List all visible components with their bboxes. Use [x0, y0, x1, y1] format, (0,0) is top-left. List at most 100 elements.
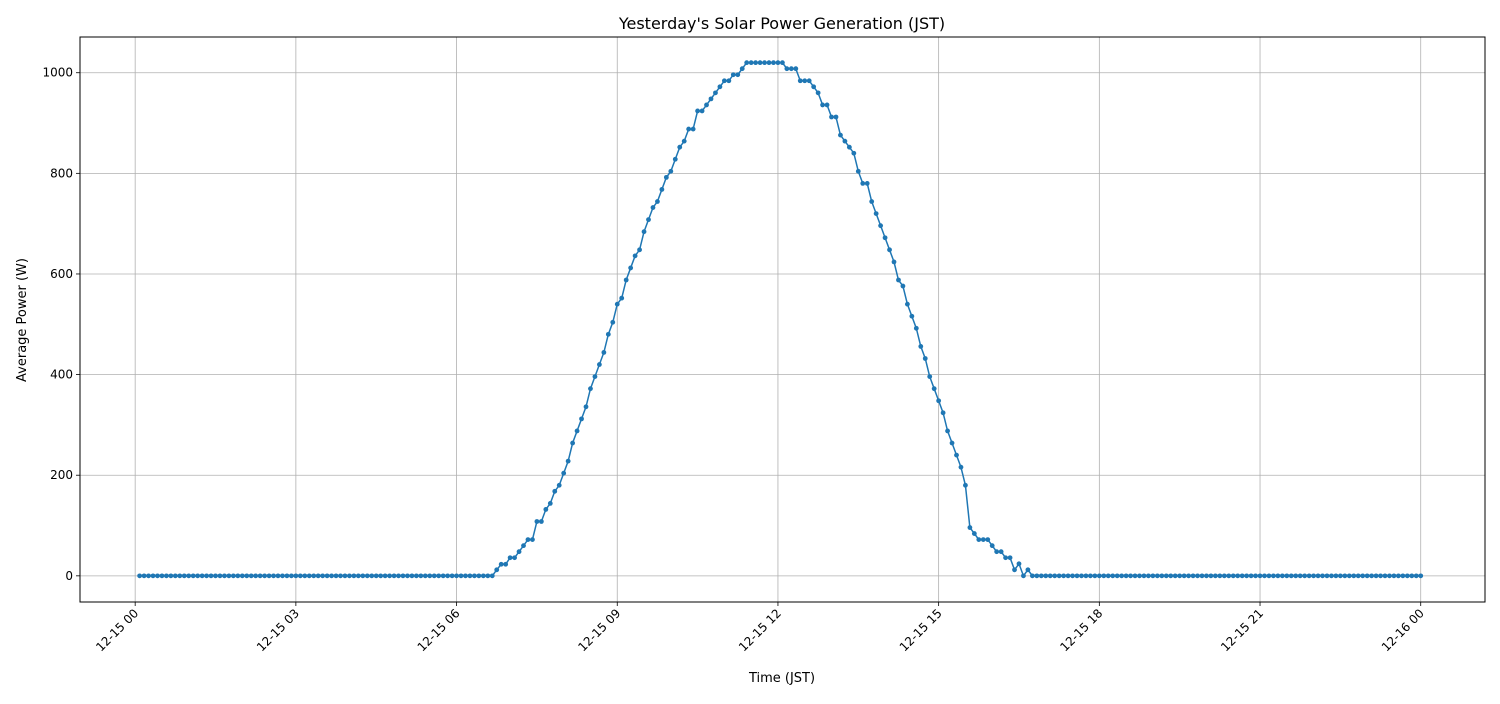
data-point — [771, 60, 776, 66]
data-point — [516, 549, 522, 555]
data-point — [440, 573, 446, 579]
data-point — [262, 573, 268, 579]
data-point — [1056, 573, 1062, 579]
data-point — [713, 90, 718, 96]
data-point — [507, 555, 513, 561]
data-point — [686, 126, 692, 132]
data-point — [1387, 573, 1392, 579]
data-point — [601, 350, 607, 355]
data-point — [838, 132, 843, 138]
data-point — [744, 60, 750, 66]
data-point — [855, 168, 861, 174]
data-point — [1016, 561, 1022, 567]
data-point — [1302, 573, 1308, 579]
data-point — [396, 573, 401, 579]
data-point — [945, 428, 950, 434]
data-point — [342, 573, 348, 579]
data-point — [864, 181, 870, 186]
data-point — [788, 66, 794, 72]
data-point — [168, 573, 174, 579]
data-point — [405, 573, 410, 579]
data-point — [1342, 573, 1348, 579]
data-point — [454, 573, 459, 579]
data-point — [860, 181, 866, 186]
y-tick-label: 800 — [50, 166, 73, 180]
data-point — [596, 362, 602, 367]
data-point — [1320, 573, 1325, 579]
data-point — [896, 277, 901, 283]
data-point — [628, 265, 634, 271]
data-point — [1021, 573, 1026, 579]
data-point — [235, 573, 241, 579]
data-point — [1092, 573, 1098, 579]
data-point — [646, 217, 651, 223]
data-point — [1239, 573, 1245, 579]
y-tick-label: 0 — [65, 569, 73, 583]
data-point — [824, 102, 830, 108]
data-point — [293, 573, 299, 579]
data-point — [592, 374, 598, 380]
data-point — [1230, 573, 1236, 579]
data-point — [1315, 573, 1321, 579]
data-point — [967, 525, 973, 530]
data-point — [1146, 573, 1151, 579]
data-point — [1346, 573, 1352, 579]
data-point — [1204, 573, 1209, 579]
data-point — [503, 561, 509, 567]
data-point — [284, 573, 290, 579]
data-point — [525, 537, 531, 543]
y-tick-label: 200 — [50, 468, 73, 482]
data-point — [1163, 573, 1169, 579]
data-point — [802, 78, 808, 84]
data-point — [373, 573, 379, 579]
data-point — [422, 573, 428, 579]
data-point — [1065, 573, 1071, 579]
data-point — [427, 573, 433, 579]
x-tick-label: 12-15 18 — [1057, 606, 1105, 654]
data-point — [1012, 567, 1017, 573]
data-point — [936, 398, 942, 404]
x-axis-ticks: 12-15 00 12-15 03 12-15 06 12-15 09 12-15 12… — [93, 602, 1427, 654]
data-point — [1369, 573, 1375, 579]
data-point — [137, 573, 143, 579]
x-tick-label: 12-15 06 — [415, 606, 463, 654]
data-point — [708, 96, 714, 102]
data-point — [1221, 573, 1227, 579]
data-point — [976, 537, 982, 543]
data-point — [413, 573, 419, 579]
data-point — [248, 573, 254, 579]
data-point — [579, 416, 584, 422]
data-point — [980, 537, 986, 543]
data-point — [1212, 573, 1218, 579]
data-point — [275, 573, 281, 579]
grid — [80, 37, 1485, 602]
data-point — [306, 573, 312, 579]
data-point — [1061, 573, 1067, 579]
data-point — [521, 543, 526, 549]
data-point — [998, 549, 1004, 555]
data-point — [177, 573, 183, 579]
x-tick-label: 12-15 15 — [897, 606, 945, 654]
data-point — [775, 60, 781, 66]
data-point — [1047, 573, 1053, 579]
data-point — [904, 301, 910, 307]
y-axis-label: Average Power (W) — [15, 258, 30, 382]
data-point — [873, 211, 879, 216]
data-point — [186, 573, 192, 579]
data-point — [409, 573, 415, 579]
data-point — [204, 573, 209, 579]
data-point — [311, 573, 317, 579]
data-point — [1105, 573, 1111, 579]
data-point — [302, 573, 308, 579]
data-point — [927, 374, 933, 380]
data-point — [253, 573, 259, 579]
data-point — [146, 573, 151, 579]
data-point — [378, 573, 384, 579]
data-point — [846, 144, 852, 150]
data-point — [1181, 573, 1187, 579]
data-point — [498, 561, 504, 567]
data-point — [1262, 573, 1267, 579]
data-point — [1409, 573, 1415, 579]
data-point — [360, 573, 366, 579]
data-point — [793, 66, 799, 72]
